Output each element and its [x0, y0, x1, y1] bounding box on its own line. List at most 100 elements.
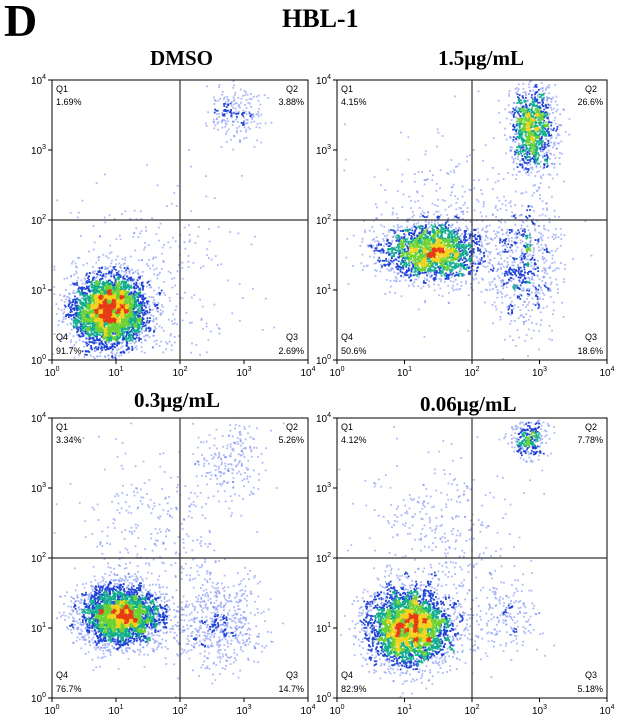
event-point	[141, 322, 144, 325]
event-point	[92, 311, 94, 314]
event-point	[121, 325, 124, 328]
event-point	[151, 308, 154, 311]
event-point	[151, 217, 153, 219]
event-point	[236, 127, 238, 129]
event-point	[132, 307, 135, 310]
event-point	[135, 291, 137, 294]
event-point	[138, 294, 141, 297]
event-point	[134, 249, 137, 252]
event-point	[143, 312, 146, 314]
event-point	[103, 335, 106, 338]
event-point	[66, 335, 69, 337]
event-point	[135, 332, 138, 335]
event-point	[135, 218, 138, 220]
event-point	[123, 322, 126, 325]
event-point	[103, 288, 106, 291]
event-point	[138, 337, 140, 339]
event-point	[103, 334, 106, 336]
event-point	[141, 350, 143, 353]
event-point	[163, 244, 165, 246]
event-point	[126, 342, 129, 345]
event-point	[126, 297, 128, 300]
event-point	[112, 338, 114, 340]
event-point	[223, 113, 226, 115]
event-point	[236, 116, 238, 119]
event-point	[84, 315, 86, 318]
event-point	[104, 276, 107, 279]
event-point	[81, 320, 83, 323]
event-point	[131, 317, 134, 320]
event-point	[144, 306, 147, 309]
event-point	[430, 256, 433, 258]
event-point	[221, 113, 224, 116]
event-point	[95, 295, 98, 298]
event-point	[104, 345, 106, 348]
event-point	[457, 288, 460, 291]
event-point	[168, 340, 171, 343]
event-point	[240, 122, 243, 124]
plot-title-dmso: DMSO	[150, 46, 213, 70]
event-point	[123, 295, 126, 298]
event-point	[64, 289, 67, 291]
event-point	[134, 319, 136, 322]
event-point	[416, 246, 418, 249]
event-point	[133, 313, 135, 316]
event-point	[138, 309, 140, 312]
event-point	[116, 340, 119, 343]
event-point	[451, 273, 453, 276]
event-point	[88, 338, 91, 341]
event-point	[172, 313, 174, 316]
event-point	[396, 263, 398, 265]
event-point	[85, 306, 88, 309]
event-point	[88, 335, 91, 337]
event-point	[125, 280, 127, 283]
event-point	[127, 323, 130, 326]
event-point	[70, 346, 72, 349]
event-point	[138, 277, 141, 280]
event-point	[98, 269, 101, 272]
event-point	[106, 318, 108, 321]
event-point	[98, 305, 101, 308]
event-point	[104, 336, 107, 339]
event-point	[151, 320, 154, 322]
event-point	[120, 295, 123, 298]
event-point	[222, 114, 225, 117]
event-point	[77, 256, 79, 259]
event-point	[111, 356, 113, 358]
event-point	[480, 257, 483, 259]
event-point	[425, 235, 428, 237]
event-point	[144, 310, 147, 313]
event-point	[160, 268, 163, 270]
event-point	[463, 244, 465, 247]
event-point	[97, 259, 100, 262]
event-point	[118, 274, 120, 277]
event-point	[89, 311, 92, 313]
event-point	[109, 302, 111, 305]
event-point	[109, 328, 112, 330]
event-point	[123, 325, 126, 328]
event-point	[243, 111, 245, 114]
event-point	[92, 270, 94, 273]
event-point	[142, 285, 145, 287]
event-point	[113, 288, 116, 291]
event-point	[94, 294, 97, 296]
event-point	[128, 270, 130, 273]
event-point	[158, 325, 161, 328]
event-point	[123, 318, 126, 321]
event-point	[130, 308, 133, 310]
event-point	[217, 226, 220, 228]
event-point	[101, 346, 104, 349]
event-point	[137, 302, 140, 304]
event-point	[133, 290, 136, 292]
event-point	[199, 353, 201, 356]
event-point	[455, 245, 458, 248]
event-point	[200, 317, 203, 320]
event-point	[159, 309, 162, 311]
event-point	[449, 280, 452, 282]
event-point	[148, 336, 151, 339]
event-point	[134, 346, 137, 349]
event-point	[74, 317, 77, 320]
event-point	[214, 124, 217, 127]
event-point	[60, 299, 63, 302]
event-point	[110, 337, 113, 340]
